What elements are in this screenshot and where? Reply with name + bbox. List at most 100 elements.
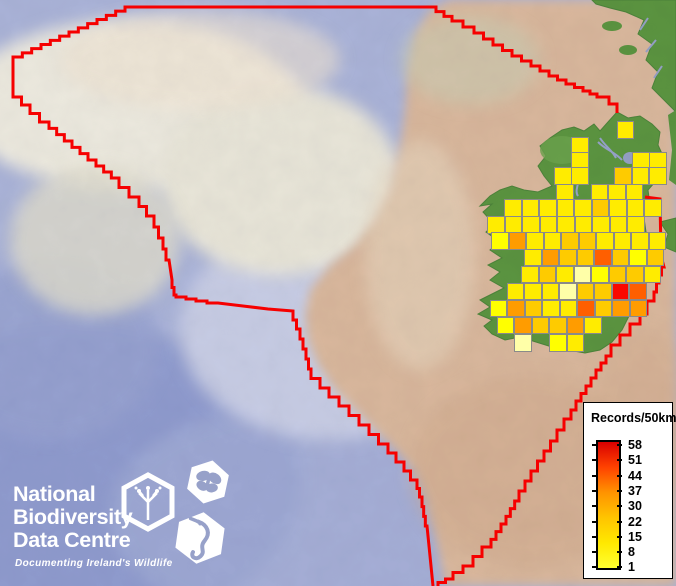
boundary-line-west [11,5,619,586]
grid-cell[interactable] [591,265,609,283]
grid-cell[interactable] [594,282,612,300]
grid-cell[interactable] [577,299,595,317]
logo-line-2: Biodiversity [13,505,133,529]
grid-cell[interactable] [584,316,602,334]
grid-cell[interactable] [539,216,557,234]
grid-cell[interactable] [521,199,539,217]
grid-cell[interactable] [487,216,505,234]
grid-cell[interactable] [591,199,609,217]
grid-cell[interactable] [543,232,561,250]
grid-cell[interactable] [616,121,634,139]
legend-tick-mark [592,489,597,492]
grid-cell[interactable] [629,299,647,317]
grid-cell[interactable] [489,299,507,317]
grid-cell[interactable] [557,216,575,234]
legend-color-bar [596,440,621,570]
legend-tick-mark [592,459,597,462]
grid-cell[interactable] [649,167,667,185]
legend-tick-mark [592,474,597,477]
legend-tick-mark [592,520,597,523]
grid-cell[interactable] [541,282,559,300]
grid-cell[interactable] [611,248,629,266]
grid-cell[interactable] [594,299,612,317]
grid-cell[interactable] [559,282,577,300]
grid-cell[interactable] [556,199,574,217]
grid-cell[interactable] [541,248,559,266]
grid-cell[interactable] [559,248,577,266]
grid-cell[interactable] [609,216,627,234]
legend: Records/50km 58 51 44 37 30 22 15 8 1 [583,402,676,579]
legend-tick-mark [617,474,622,477]
legend-tick-label: 51 [628,453,642,468]
grid-cell[interactable] [549,316,567,334]
grid-cell[interactable] [514,334,532,352]
legend-tick-mark [617,489,622,492]
designated-area-boundary [11,5,666,586]
legend-tick-label: 30 [628,499,642,514]
grid-cell[interactable] [554,167,572,185]
legend-tick-label: 15 [628,529,642,544]
grid-cell[interactable] [608,265,626,283]
grid-cell[interactable] [648,232,666,250]
grid-cell[interactable] [524,248,542,266]
grid-cell[interactable] [571,167,589,185]
grid-cell[interactable] [609,199,627,217]
grid-cell[interactable] [508,232,526,250]
legend-tick-mark [617,551,622,554]
grid-cell[interactable] [491,232,509,250]
grid-cell[interactable] [549,334,567,352]
grid-cell[interactable] [644,199,662,217]
grid-cell[interactable] [538,265,556,283]
grid-cell[interactable] [627,216,645,234]
grid-cell[interactable] [496,316,514,334]
grid-cell[interactable] [596,232,614,250]
grid-cell[interactable] [573,265,591,283]
legend-tick-mark [592,535,597,538]
grid-cell[interactable] [504,199,522,217]
grid-cell[interactable] [526,232,544,250]
grid-cell[interactable] [629,282,647,300]
grid-cell[interactable] [566,334,584,352]
grid-cell[interactable] [524,299,542,317]
grid-cell[interactable] [542,299,560,317]
grid-cell[interactable] [614,167,632,185]
grid-cell[interactable] [522,216,540,234]
grid-cell[interactable] [504,216,522,234]
grid-cell[interactable] [539,199,557,217]
grid-cell[interactable] [643,265,661,283]
legend-tick-label: 22 [628,514,642,529]
grid-cell[interactable] [611,282,629,300]
grid-cell[interactable] [559,299,577,317]
grid-cell[interactable] [574,199,592,217]
grid-cell[interactable] [613,232,631,250]
grid-cell[interactable] [594,248,612,266]
grid-cell[interactable] [576,282,594,300]
grid-cell[interactable] [629,248,647,266]
grid-cell[interactable] [531,316,549,334]
grid-cell[interactable] [506,282,524,300]
legend-title: Records/50km [591,411,676,425]
nbdc-logo: National Biodiversity Data Centre Docume… [0,440,260,586]
grid-cell[interactable] [524,282,542,300]
tree-hexagon-icon [121,472,175,532]
nbdc-logo-tagline: Documenting Ireland's Wildlife [15,558,173,569]
grid-cell[interactable] [631,232,649,250]
grid-cell[interactable] [574,216,592,234]
grid-cell[interactable] [646,248,664,266]
grid-cell[interactable] [578,232,596,250]
grid-cell[interactable] [507,299,525,317]
legend-tick-mark [617,535,622,538]
grid-cell[interactable] [626,199,644,217]
grid-cell[interactable] [566,316,584,334]
grid-cell[interactable] [592,216,610,234]
grid-cell[interactable] [514,316,532,334]
legend-tick-mark [592,444,597,446]
grid-cell[interactable] [631,167,649,185]
grid-cell[interactable] [556,265,574,283]
logo-line-3: Data Centre [13,528,131,552]
grid-cell[interactable] [521,265,539,283]
grid-cell[interactable] [612,299,630,317]
grid-cell[interactable] [576,248,594,266]
grid-cell[interactable] [561,232,579,250]
grid-cell[interactable] [626,265,644,283]
